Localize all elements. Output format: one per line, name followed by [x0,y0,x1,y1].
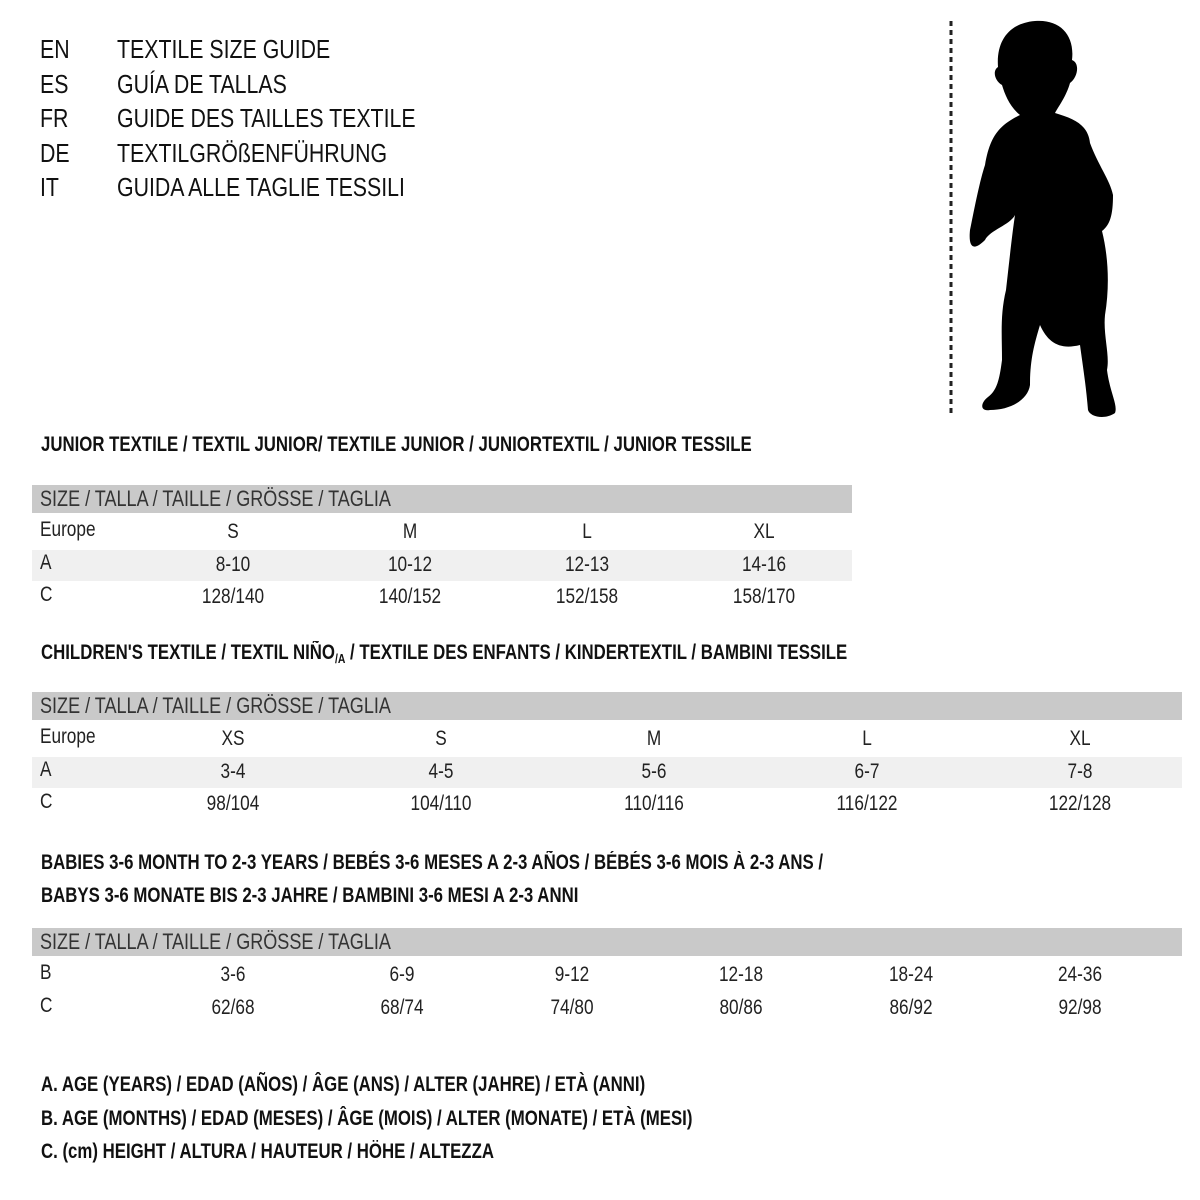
table-cell: 12-18 [718,963,764,986]
title-lang-code: IT [40,172,59,202]
row-label: B [40,961,52,984]
table-cell: 122/128 [1048,792,1112,815]
title-text: GUIDE DES TAILLES TEXTILE [117,103,416,133]
table-row: A 8-10 10-12 12-13 14-16 [32,549,852,581]
title-lang-code: EN [40,34,70,64]
table-row: Europe S M L XL [32,517,852,548]
table-cell: 116/122 [836,792,898,815]
table-cell: 6-7 [854,759,880,783]
table-cell: 92/98 [1058,995,1102,1019]
table-cell: M [402,520,418,543]
row-label: C [40,790,53,813]
table-row: A 3-4 4-5 5-6 6-7 7-8 [32,756,1182,788]
table-cell: 152/158 [555,585,619,608]
table-cell: 104/110 [410,792,472,815]
table-cell: 18-24 [888,963,934,986]
table-cell: 74/80 [550,995,594,1019]
row-label: C [40,583,53,606]
table-cell: L [862,727,872,750]
table-cell: 98/104 [206,792,260,815]
table-cell: 3-4 [220,759,246,783]
table-cell: 80/86 [719,995,763,1019]
table-cell: 5-6 [641,759,667,783]
table-header-label: SIZE / TALLA / TAILLE / GRÖSSE / TAGLIA [40,693,391,718]
table-header: SIZE / TALLA / TAILLE / GRÖSSE / TAGLIA [32,485,852,513]
junior-section-title: JUNIOR TEXTILE / TEXTIL JUNIOR/ TEXTILE … [41,433,752,456]
table-cell: 14-16 [741,552,787,576]
children-title-rest: / TEXTILE DES ENFANTS / KINDERTEXTIL / B… [345,641,848,664]
table-cell: 8-10 [215,552,251,576]
babies-section-title-line1: BABIES 3-6 MONTH TO 2-3 YEARS / BEBÉS 3-… [41,851,824,874]
row-label: A [40,757,52,781]
title-text: TEXTILE SIZE GUIDE [117,34,331,64]
table-cell: L [582,520,592,543]
table-header: SIZE / TALLA / TAILLE / GRÖSSE / TAGLIA [32,692,1182,720]
table-cell: XL [1069,727,1091,750]
title-text: GUIDA ALLE TAGLIE TESSILI [117,172,405,202]
table-cell: S [227,520,239,543]
legend-item: A. AGE (YEARS) / EDAD (AÑOS) / ÂGE (ANS)… [41,1073,646,1096]
row-label: A [40,550,52,574]
table-cell: M [646,727,662,750]
row-label: C [40,993,53,1017]
title-lang-code: FR [40,103,69,133]
table-cell: 10-12 [387,552,433,576]
table-cell: 7-8 [1067,759,1093,783]
table-row: C 128/140 140/152 152/158 158/170 [32,582,852,613]
row-label: Europe [40,725,96,748]
table-cell: 62/68 [211,995,255,1019]
table-cell: 128/140 [201,585,265,608]
title-lang-code: ES [40,68,69,99]
legend-item: B. AGE (MONTHS) / EDAD (MESES) / ÂGE (MO… [41,1106,693,1130]
table-cell: 140/152 [378,585,442,608]
babies-section-title-line2: BABYS 3-6 MONATE BIS 2-3 JAHRE / BAMBINI… [41,884,579,907]
table-cell: 6-9 [389,963,415,986]
table-row: Europe XS S M L XL [32,724,1182,755]
children-title-main: CHILDREN'S TEXTILE / TEXTIL NIÑO [41,641,335,664]
children-section-title: CHILDREN'S TEXTILE / TEXTIL NIÑO/A / TEX… [41,641,847,666]
row-label: Europe [40,518,96,541]
table-cell: 158/170 [732,585,796,608]
table-header-label: SIZE / TALLA / TAILLE / GRÖSSE / TAGLIA [40,929,391,954]
table-row: C 62/68 68/74 74/80 80/86 86/92 92/98 [32,993,1182,1024]
table-cell: XL [753,520,775,543]
table-row: B 3-6 6-9 9-12 12-18 18-24 24-36 [32,960,1182,991]
title-lang-code: DE [40,137,70,168]
table-cell: 86/92 [889,995,933,1019]
table-cell: XS [221,727,245,750]
table-row: C 98/104 104/110 110/116 116/122 122/128 [32,789,1182,820]
title-text: TEXTILGRÖßENFÜHRUNG [117,137,388,168]
table-cell: 12-13 [564,552,610,576]
child-silhouette-icon: C [949,20,1116,417]
table-cell: 68/74 [380,995,424,1019]
table-cell: 9-12 [554,963,590,986]
table-cell: 110/116 [624,792,684,815]
table-header: SIZE / TALLA / TAILLE / GRÖSSE / TAGLIA [32,928,1182,956]
title-text: GUÍA DE TALLAS [117,68,287,99]
legend-item: C. (cm) HEIGHT / ALTURA / HAUTEUR / HÖHE… [41,1140,494,1163]
table-header-label: SIZE / TALLA / TAILLE / GRÖSSE / TAGLIA [40,486,391,511]
table-cell: 24-36 [1057,963,1103,986]
children-title-sub: /A [334,651,346,666]
table-cell: 3-6 [220,963,246,986]
table-cell: 4-5 [428,759,454,783]
table-cell: S [435,727,447,750]
